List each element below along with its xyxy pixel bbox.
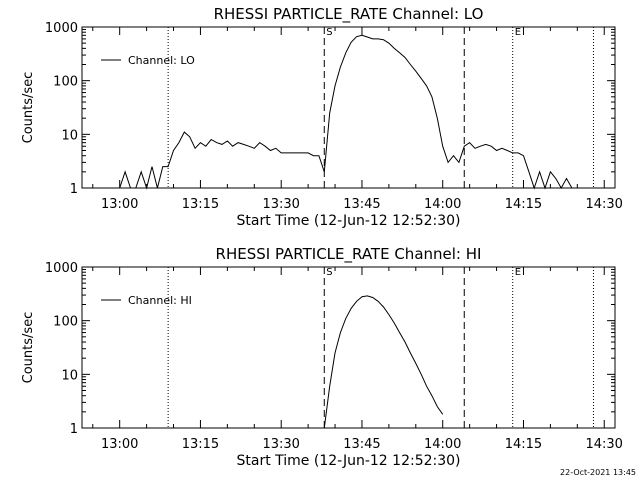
legend-label: Channel: HI: [128, 294, 192, 307]
x-tick-label: 14:00: [424, 197, 461, 212]
y-axis-label: Counts/sec: [21, 72, 36, 144]
series-line: [323, 295, 444, 429]
chart-panel-hi: RHESSI PARTICLE_RATE Channel: HI Counts/s…: [21, 245, 623, 469]
marker-label: E: [515, 27, 521, 38]
y-tick-label: 10: [61, 368, 78, 383]
y-tick-label: 100: [53, 75, 78, 90]
marker-label: S: [326, 267, 332, 278]
y-axis-label: Counts/sec: [21, 312, 36, 384]
chart-title: RHESSI PARTICLE_RATE Channel: LO: [214, 5, 484, 24]
x-tick-label: 13:00: [101, 437, 138, 452]
x-tick-label: 14:15: [505, 197, 542, 212]
x-tick-label: 13:15: [182, 437, 219, 452]
legend-label: Channel: LO: [128, 54, 195, 67]
y-tick-label: 10: [61, 128, 78, 143]
x-axis-label: Start Time (12-Jun-12 12:52:30): [237, 213, 461, 229]
x-tick-label: 13:30: [262, 197, 299, 212]
x-tick-label: 13:15: [182, 197, 219, 212]
chart-title: RHESSI PARTICLE_RATE Channel: HI: [216, 245, 482, 264]
y-tick-label: 1000: [45, 261, 78, 276]
series-line: [119, 34, 573, 190]
marker-label: S: [326, 27, 332, 38]
x-tick-label: 13:30: [262, 437, 299, 452]
x-tick-label: 14:30: [585, 197, 622, 212]
footer-timestamp: 22-Oct-2021 13:45: [560, 468, 636, 477]
y-tick-label: 1000: [45, 21, 78, 36]
x-tick-label: 14:00: [424, 437, 461, 452]
y-tick-label: 1: [70, 422, 78, 437]
x-axis-label: Start Time (12-Jun-12 12:52:30): [237, 453, 461, 469]
x-tick-label: 13:00: [101, 197, 138, 212]
x-tick-label: 14:30: [585, 437, 622, 452]
x-tick-label: 13:45: [343, 197, 380, 212]
x-tick-label: 13:45: [343, 437, 380, 452]
plot-frame: [81, 26, 616, 189]
chart-panel-lo: RHESSI PARTICLE_RATE Channel: LO Counts/s…: [21, 5, 623, 229]
plot-frame: [81, 266, 616, 429]
y-tick-label: 1: [70, 182, 78, 197]
y-tick-label: 100: [53, 315, 78, 330]
x-tick-label: 14:15: [505, 437, 542, 452]
marker-label: E: [515, 267, 521, 278]
